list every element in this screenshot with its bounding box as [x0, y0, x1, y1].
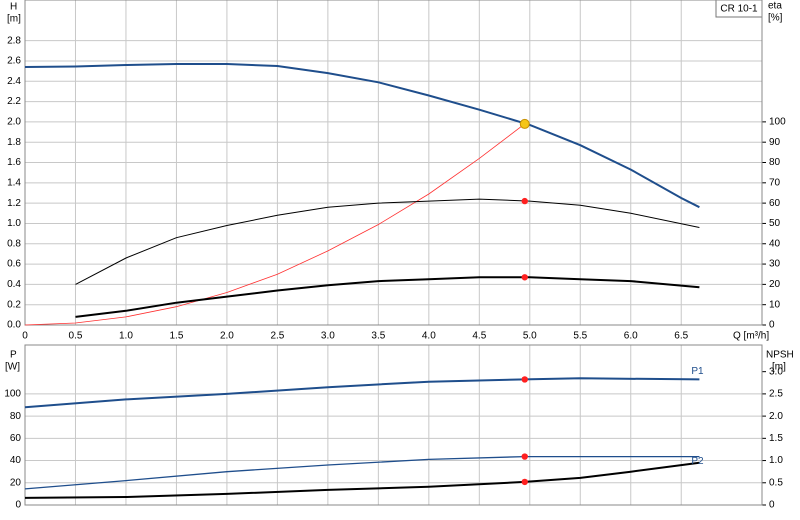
y2-tick-label: 1.0	[769, 455, 783, 466]
operating-point	[521, 197, 528, 205]
operating-point	[521, 376, 528, 383]
x-tick-label: 5.0	[523, 331, 537, 342]
x-tick-label: 6.0	[624, 331, 638, 342]
y-tick-label: 2.6	[7, 56, 21, 67]
x-tick-label: 4.5	[472, 331, 486, 342]
curve	[24, 377, 700, 409]
y-tick-label: 100	[4, 389, 21, 400]
y-tick-label: 80	[10, 411, 22, 422]
x-tick-label: 5.5	[573, 331, 587, 342]
y2-tick-label: 3.0	[769, 366, 783, 377]
y2-tick-label: 40	[769, 238, 781, 249]
y-tick-label: 0.4	[7, 279, 21, 290]
y-tick-label: 0	[15, 500, 21, 511]
x-label: Q [m³/h]	[733, 331, 769, 342]
x-tick-label: 1.5	[169, 331, 183, 342]
y2-unit: [%]	[768, 13, 783, 24]
x-tick-label: 0	[22, 331, 28, 342]
curve	[75, 198, 700, 285]
x-tick-label: 0.5	[69, 331, 83, 342]
y-tick-label: 2.4	[7, 76, 21, 87]
y-tick-label: 20	[10, 477, 22, 488]
y-label: H	[10, 2, 17, 13]
y2-tick-label: 0	[769, 500, 775, 511]
y2-label: NPSH	[766, 350, 794, 361]
y-tick-label: 2.8	[7, 35, 21, 46]
plot-frame	[24, 344, 763, 506]
operating-point	[519, 118, 530, 129]
series-label: P1	[691, 366, 704, 377]
x-tick-label: 1.0	[119, 331, 133, 342]
y2-tick-label: 70	[769, 177, 781, 188]
y-tick-label: 60	[10, 433, 22, 444]
y-tick-label: 2.0	[7, 117, 21, 128]
curve	[24, 123, 525, 326]
y-tick-label: 0.8	[7, 238, 21, 249]
y2-tick-label: 10	[769, 299, 781, 310]
y-tick-label: 0.6	[7, 259, 21, 270]
y-unit: [m]	[7, 14, 21, 25]
y-tick-label: 0.2	[7, 299, 21, 310]
pump-label: CR 10-1	[720, 4, 758, 15]
y2-tick-label: 50	[769, 218, 781, 229]
x-tick-label: 3.5	[371, 331, 385, 342]
y-tick-label: 1.4	[7, 177, 21, 188]
curve	[24, 63, 700, 209]
curve	[24, 461, 700, 499]
y-tick-label: 1.0	[7, 218, 21, 229]
y2-tick-label: 30	[769, 259, 781, 270]
x-tick-label: 4.0	[422, 331, 436, 342]
curve	[75, 276, 700, 318]
y2-tick-label: 0.5	[769, 477, 783, 488]
x-tick-label: 3.0	[321, 331, 335, 342]
y-tick-label: 40	[10, 455, 22, 466]
operating-point	[521, 274, 528, 281]
x-tick-label: 6.5	[674, 331, 688, 342]
plot-frame	[24, 0, 763, 326]
y-unit: [W]	[5, 362, 20, 373]
series-label: P2	[691, 456, 704, 467]
y-tick-label: 1.2	[7, 198, 21, 209]
y-tick-label: 0.0	[7, 320, 21, 331]
y2-tick-label: 2.0	[769, 411, 783, 422]
x-tick-label: 2.5	[270, 331, 284, 342]
y2-tick-label: 90	[769, 137, 781, 148]
y2-tick-label: 1.5	[769, 433, 783, 444]
operating-point	[521, 478, 528, 486]
y2-label: eta	[768, 1, 782, 12]
y-tick-label: 1.8	[7, 137, 21, 148]
y2-tick-label: 80	[769, 157, 781, 168]
y2-tick-label: 100	[769, 117, 786, 128]
y2-tick-label: 60	[769, 198, 781, 209]
x-tick-label: 2.0	[220, 331, 234, 342]
y2-unit: [m]	[772, 362, 786, 373]
operating-point	[521, 453, 528, 460]
y2-tick-label: 20	[769, 279, 781, 290]
y2-tick-label: 0	[769, 320, 775, 331]
y2-tick-label: 2.5	[769, 389, 783, 400]
y-label: P	[10, 350, 17, 361]
y-tick-label: 1.6	[7, 157, 21, 168]
y-tick-label: 2.2	[7, 96, 21, 107]
